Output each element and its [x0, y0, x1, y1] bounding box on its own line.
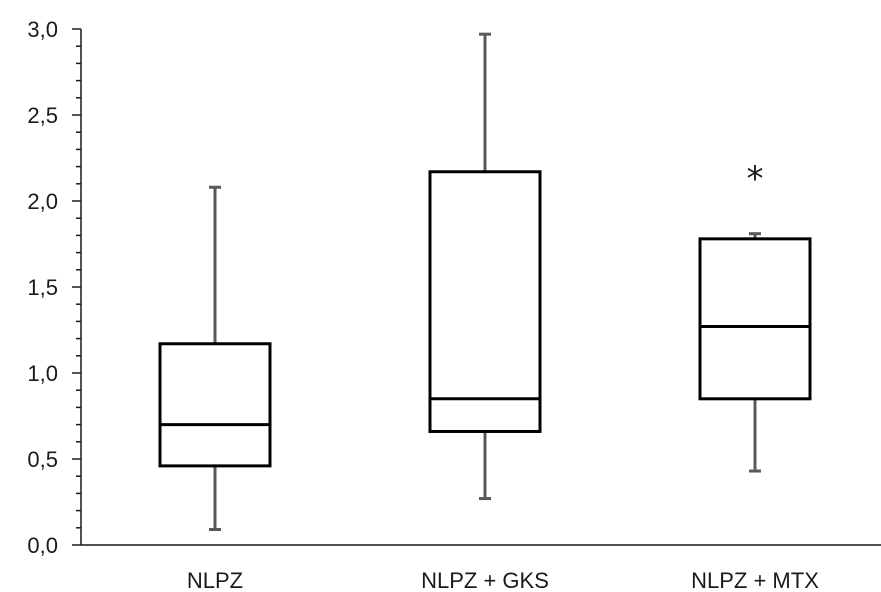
x-category-label: NLPZ + GKS	[421, 568, 549, 592]
y-tick-label: 2,5	[27, 103, 58, 128]
y-tick-label: 1,0	[27, 361, 58, 386]
x-axis: NLPZ NLPZ + GKS NLPZ + MTX	[81, 544, 881, 592]
y-tick-label: 0,0	[27, 533, 58, 558]
x-category-label: NLPZ + MTX	[691, 568, 819, 592]
plot-area: *	[158, 32, 812, 532]
box-iqr	[158, 342, 272, 468]
box-group-2	[428, 32, 542, 501]
box-group-3	[698, 232, 812, 473]
y-tick-label: 0,5	[27, 447, 58, 472]
y-tick-label: 1,5	[27, 275, 58, 300]
y-axis: 0,0 0,5 1,0 1,5 2,0 2,5 3,0	[27, 17, 82, 558]
x-category-label: NLPZ	[187, 568, 243, 592]
box-group-1	[158, 185, 272, 532]
box-iqr	[698, 237, 812, 401]
significance-marker: *	[747, 159, 764, 199]
y-tick-label: 3,0	[27, 17, 58, 42]
y-tick-label: 2,0	[27, 189, 58, 214]
box-iqr	[428, 170, 542, 433]
